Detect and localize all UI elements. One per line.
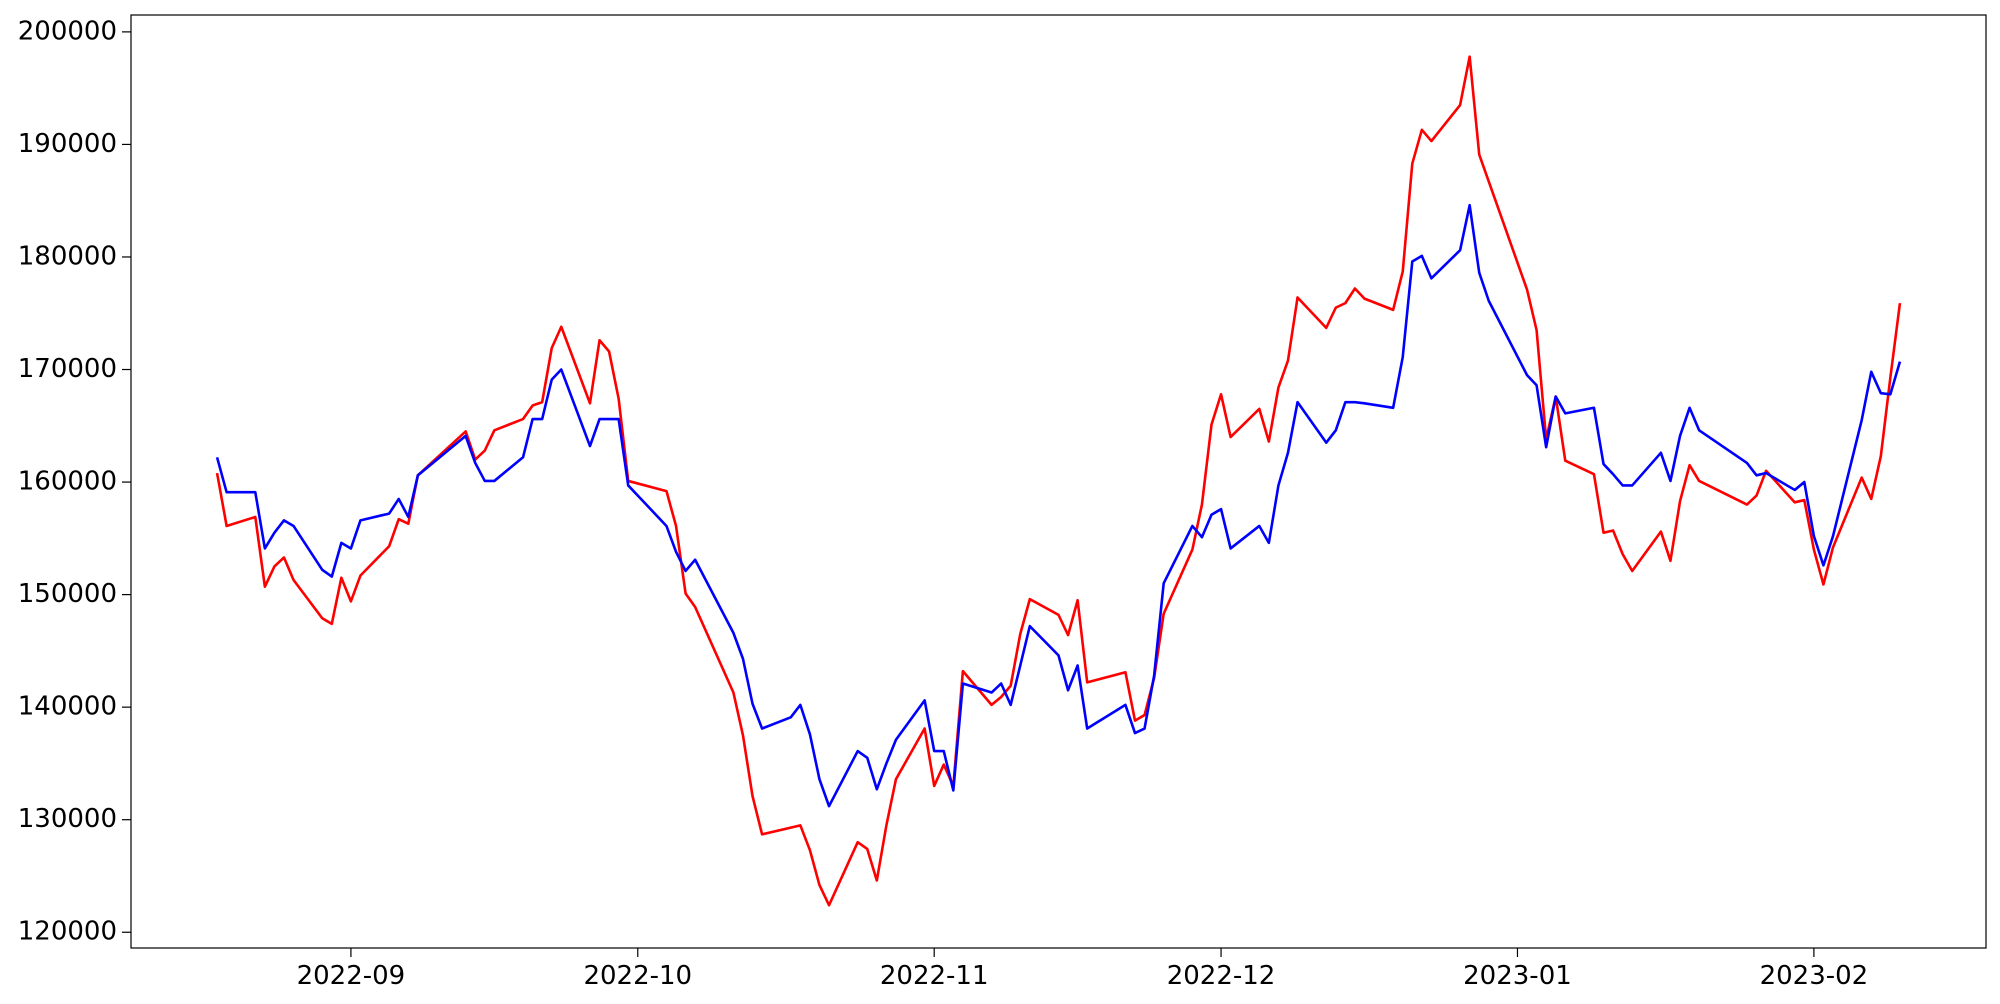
y-tick-label: 200000 <box>18 16 117 46</box>
x-tick-label: 2023-01 <box>1463 961 1572 991</box>
y-tick-label: 160000 <box>18 467 117 497</box>
x-tick-label: 2022-09 <box>297 961 406 991</box>
y-tick-label: 170000 <box>18 354 117 384</box>
y-tick-label: 130000 <box>18 804 117 834</box>
plot-frame <box>130 14 1987 949</box>
x-tick-label: 2023-02 <box>1760 961 1869 991</box>
series-line <box>215 55 1902 907</box>
series-line <box>215 203 1902 808</box>
y-tick-label: 180000 <box>18 241 117 271</box>
y-tick-label: 140000 <box>18 692 117 722</box>
y-tick-label: 150000 <box>18 579 117 609</box>
x-tick-label: 2022-10 <box>583 961 692 991</box>
x-tick-label: 2022-11 <box>880 961 989 991</box>
x-tick-label: 2022-12 <box>1167 961 1276 991</box>
y-tick-label: 190000 <box>18 129 117 159</box>
y-tick-label: 120000 <box>18 917 117 947</box>
